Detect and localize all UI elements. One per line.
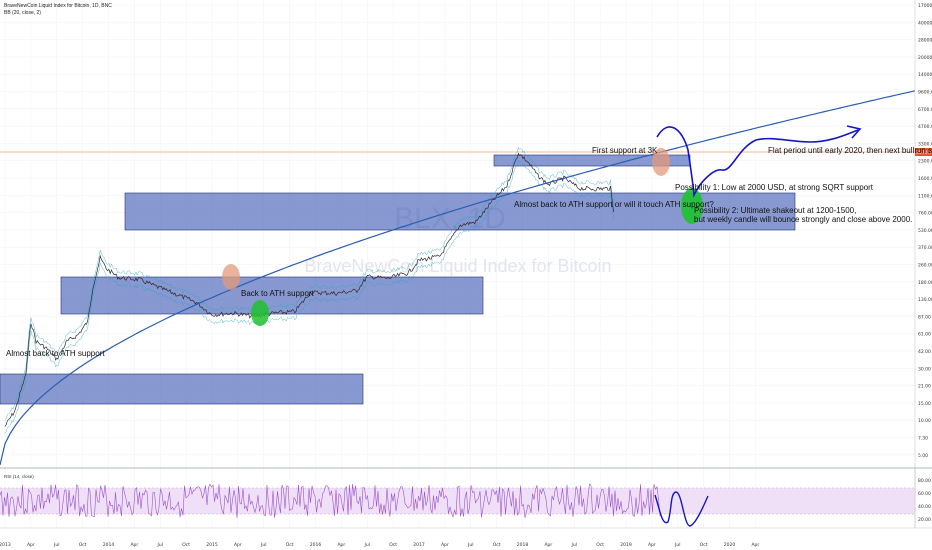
time-tick-label: 2016 <box>310 542 322 548</box>
price-tick-label: 370.00 <box>918 245 932 251</box>
projection-path <box>656 126 859 199</box>
time-tick-label: 2018 <box>517 542 529 548</box>
price-tick-label: 10.00 <box>918 418 931 424</box>
price-tick-label: 7.30 <box>918 436 928 442</box>
annotation-possibility-2-line1: Possibility 2: Ultimate shakeout at 1200… <box>694 206 857 215</box>
support-zone-1 <box>0 373 364 405</box>
rsi-tick-label: 80.00 <box>918 478 931 484</box>
time-tick-label: Jul <box>467 542 473 548</box>
rsi-tick-label: 40.00 <box>918 504 931 510</box>
watermark-name: BraveNewCoin Liquid Index for Bitcoin <box>304 256 611 276</box>
price-tick-label: 14000.00 <box>918 72 932 78</box>
annotation-back-to-ath: Back to ATH support <box>241 289 314 298</box>
rsi-tick-label: 60.00 <box>918 491 931 497</box>
green-marker-2019 <box>681 188 703 224</box>
time-tick-label: Oct <box>286 542 294 548</box>
time-tick-label: Apr <box>234 542 242 548</box>
time-tick-label: Jul <box>674 542 680 548</box>
bollinger-lower <box>4 159 614 434</box>
time-tick-label: Jul <box>364 542 370 548</box>
price-tick-label: 20000.00 <box>918 55 932 61</box>
time-tick-label: Apr <box>544 542 552 548</box>
price-tick-label: 2300.00 <box>918 159 932 165</box>
price-tick-label: 3300.00 <box>918 141 932 147</box>
price-tick-label: 5.00 <box>918 453 928 459</box>
sqrt-support-curve <box>0 90 916 466</box>
price-tick-label: 760.00 <box>918 211 932 217</box>
time-tick-label: Apr <box>27 542 35 548</box>
price-tick-label: 180.00 <box>918 280 932 286</box>
annotation-first-support: First support at 3K <box>592 146 658 155</box>
price-tick-label: 28000.00 <box>918 38 932 44</box>
price-line <box>4 152 614 427</box>
time-tick-label: Oct <box>596 542 604 548</box>
time-tick-label: Jul <box>157 542 163 548</box>
time-tick-label: Apr <box>130 542 138 548</box>
time-tick-label: 2017 <box>413 542 425 548</box>
annotation-almost-back-2018: Almost back to ATH support or will it to… <box>514 200 714 209</box>
price-tick-label: 21.00 <box>918 384 931 390</box>
time-tick-label: Apr <box>751 542 759 548</box>
chart-title: BraveNewCoin Liquid Index for Bitcoin, 1… <box>4 3 112 9</box>
rsi-tick-label: 20.00 <box>918 517 931 523</box>
time-tick-label: Apr <box>441 542 449 548</box>
time-tick-label: Jul <box>571 542 577 548</box>
price-tick-label: 61.00 <box>918 332 931 338</box>
price-tick-label: 530.00 <box>918 228 932 234</box>
price-tick-label: 30.00 <box>918 366 931 372</box>
price-badge <box>915 148 932 156</box>
annotation-ath-support-2013: Almost back to ATH support <box>6 349 105 358</box>
annotation-possibility-1: Possibility 1: Low at 2000 USD, at stron… <box>675 183 874 192</box>
time-tick-label: Oct <box>389 542 397 548</box>
price-tick-label: 87.00 <box>918 314 931 320</box>
annotation-flat-period: Flat period until early 2020, then next … <box>768 146 932 155</box>
price-tick-label: 1100.00 <box>918 193 932 199</box>
price-tick-label: 4700.00 <box>918 124 932 130</box>
price-tick-label: 40000.00 <box>918 20 932 26</box>
time-tick-label: 2019 <box>620 542 632 548</box>
price-tick-label: 130.00 <box>918 297 932 303</box>
time-tick-label: Jul <box>53 542 59 548</box>
support-zone-2 <box>60 276 484 315</box>
price-badge-label: 3570.79 <box>916 150 932 156</box>
projection-arrowhead <box>846 125 862 139</box>
time-tick-label: Apr <box>337 542 345 548</box>
time-tick-label: 2013 <box>0 542 11 548</box>
time-tick-label: Apr <box>648 542 656 548</box>
price-tick-label: 9600.00 <box>918 90 932 96</box>
time-tick-label: Oct <box>79 542 87 548</box>
bollinger-upper <box>4 146 614 421</box>
rsi-label: RSI (14, close) <box>4 474 34 479</box>
price-tick-label: 1600.00 <box>918 176 932 182</box>
time-tick-label: Jul <box>260 542 266 548</box>
time-tick-label: Oct <box>700 542 708 548</box>
green-marker-2015 <box>251 300 269 326</box>
time-tick-label: Oct <box>182 542 190 548</box>
price-tick-label: 6700.00 <box>918 107 932 113</box>
price-tick-label: 17000.00 <box>918 3 932 9</box>
price-tick-label: 42.00 <box>918 349 931 355</box>
time-tick-label: 2020 <box>724 542 736 548</box>
annotation-possibility-2-line2: but weekly candle will bounce strongly a… <box>694 215 913 224</box>
price-tick-label: 15.00 <box>918 401 931 407</box>
indicator-label: BB (20, close, 2) <box>4 10 41 16</box>
orange-marker-2018 <box>652 148 670 176</box>
rsi-projection <box>654 491 709 527</box>
time-tick-label: 2015 <box>206 542 218 548</box>
price-tick-label: 260.00 <box>918 263 932 269</box>
time-tick-label: 2014 <box>103 542 115 548</box>
rsi-line <box>0 483 661 519</box>
orange-marker-2014 <box>222 264 240 290</box>
time-tick-label: Oct <box>493 542 501 548</box>
